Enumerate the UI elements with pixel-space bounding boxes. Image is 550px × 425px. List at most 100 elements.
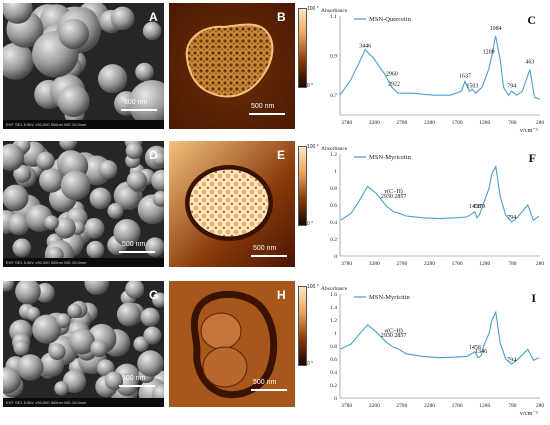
x-tick-label: 780 [508, 403, 517, 409]
y-tick-label: 0.8 [330, 186, 337, 192]
y-tick-label: 1.2 [330, 318, 337, 324]
panel-label-c: C [527, 13, 536, 27]
sem-particle [44, 215, 59, 231]
afm-image-e [169, 141, 295, 267]
y-tick-label: 0.6 [330, 357, 337, 363]
sem-particle [152, 151, 164, 167]
sem-particle [46, 246, 64, 258]
x-tick-label: 2780 [396, 403, 407, 409]
afm-image-b [169, 3, 295, 129]
panel-label-i: I [531, 291, 536, 305]
y-tick-label: 1 [334, 169, 337, 175]
peak-annotation: 794 [507, 83, 516, 89]
x-tick-label: 3780 [341, 120, 352, 126]
x-tick-label: 780 [508, 120, 517, 126]
sem-particle [58, 18, 89, 50]
scale-bar-g [119, 385, 155, 387]
sem-footer-g: EHT SE1 5.0kV ×50,000 500nm WD 10.0mm [3, 398, 164, 407]
peak-annotation: 2930 2857 [381, 194, 407, 200]
sem-footer-a: EHT SE1 5.0kV ×50,000 500nm WD 10.0mm [3, 120, 164, 129]
y-tick-label: 1.2 [330, 152, 337, 158]
sem-particle [98, 64, 128, 94]
x-tick-label: 280 [536, 403, 545, 409]
sem-particle [39, 167, 64, 193]
panel-label-b: B [277, 10, 286, 24]
peak-annotation: 1503 [466, 83, 478, 89]
peak-annotation: 1346 [475, 349, 487, 355]
sem-particle [55, 313, 71, 328]
scale-text-b: 500 nm [251, 103, 275, 110]
ftir-svg-f: 3780 3280 2780 2280 1780 1280 780 280 0 0.2 0.4 0.6… [321, 146, 544, 267]
sem-particle [152, 384, 164, 398]
sem-particle [7, 213, 30, 236]
panel-label-d: D [149, 148, 158, 162]
sem-particle [3, 42, 34, 80]
afm-image-h [169, 281, 295, 407]
peak-annotation: ν(C−H) [384, 188, 402, 195]
x-tick-label: 2780 [396, 120, 407, 126]
sem-particles-a [3, 3, 164, 120]
peak-annotation: 1637 [459, 73, 471, 79]
x-tick-label: 3280 [369, 261, 380, 267]
scale-bar-h [251, 389, 287, 391]
scale-bar-a [121, 109, 157, 111]
peak-annotation: 2930 2857 [381, 333, 407, 339]
sem-particle [57, 85, 90, 118]
sem-particle [13, 340, 30, 356]
y-axis-label: Absorbance [321, 146, 348, 152]
y-tick-label: 1 [334, 331, 337, 337]
sem-particle [68, 328, 95, 355]
ftir-svg-i: 3780 3280 2780 2280 1780 1280 780 280 0 0.2 0.4 0.6… [321, 286, 545, 417]
y-tick-label: 0.7 [330, 93, 337, 99]
y-tick-label: 1.1 [330, 14, 337, 20]
sem-particle [104, 371, 124, 390]
sem-particle [90, 339, 108, 358]
sem-particle [83, 217, 105, 239]
sem-particle [36, 151, 55, 170]
x-tick-label: 3780 [341, 261, 352, 267]
peak-annotation: ν(C−H) [384, 327, 402, 334]
sem-particle [116, 302, 141, 327]
sem-particle [137, 350, 164, 377]
peak-annotation: 463 [525, 60, 534, 66]
x-tick-label: 1780 [452, 261, 463, 267]
scale-text-e: 500 nm [253, 245, 277, 252]
ftir-chart-c: 3780 3280 2780 2280 1780 1280 780 280 0.7 0.9 1.1 A… [318, 2, 548, 137]
panel-label-g: G [149, 288, 159, 302]
ftir-chart-f: 3780 3280 2780 2280 1780 1280 780 280 0 0.2 0.4 0.6… [318, 140, 548, 278]
x-tick-label: 2280 [424, 120, 435, 126]
sem-particle [59, 141, 78, 151]
colorbar-bottom-e: 0 ° [307, 221, 314, 227]
peak-annotation: 1458 [469, 345, 481, 351]
colorbar-top-b: 100 ° [307, 6, 319, 12]
colorbar-e [298, 146, 307, 226]
sem-particle [84, 281, 110, 295]
legend-label: MSN-Quercetin [369, 16, 412, 23]
sem-particle [142, 21, 162, 41]
spectrum-line [339, 165, 540, 223]
y-tick-label: 0.9 [330, 54, 337, 60]
sem-particle [12, 238, 32, 258]
scale-text-a: 500 nm [124, 99, 148, 106]
y-tick-label: 1.6 [330, 292, 337, 298]
scale-text-g: 500 nm [122, 375, 146, 382]
sem-particle [3, 281, 15, 292]
y-tick-label: 0.2 [330, 383, 337, 389]
panel-label-h: H [277, 288, 286, 302]
sem-particle [125, 281, 145, 299]
sem-particle [125, 142, 143, 160]
sem-particle [48, 343, 66, 361]
panel-label-f: F [529, 151, 536, 165]
afm-panel-b: B 500 nm [169, 3, 295, 129]
panel-label-e: E [277, 148, 286, 162]
x-tick-label: 3280 [369, 403, 380, 409]
sem-particle [3, 184, 29, 211]
peak-annotation: 794 [507, 215, 516, 221]
x-tick-label: 2280 [424, 261, 435, 267]
x-tick-label: 1780 [452, 403, 463, 409]
sem-particle [60, 170, 91, 201]
peak-annotation: 2960 [386, 71, 398, 77]
x-axis-label: ν/cm⁻¹ [520, 127, 538, 134]
spectrum-line [339, 310, 540, 365]
sem-particle [25, 306, 41, 322]
